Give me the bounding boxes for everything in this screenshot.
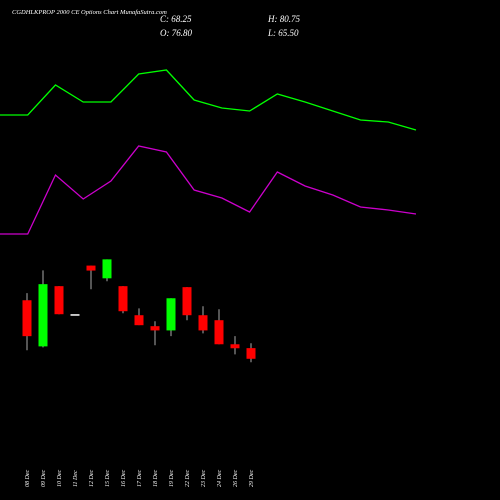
x-tick-label: 09 Dec (41, 470, 47, 487)
candle-body (214, 320, 224, 345)
candle-body (182, 287, 192, 316)
x-tick-label: 19 Dec (169, 470, 175, 487)
candle-body (70, 314, 80, 316)
x-tick-label: 12 Dec (89, 470, 95, 487)
x-tick-label: 11 Dec (73, 470, 79, 487)
candle-body (230, 344, 240, 349)
indicator-line (0, 145, 417, 235)
candle-body (166, 298, 176, 331)
candle-body (54, 286, 64, 315)
x-tick-label: 08 Dec (25, 470, 31, 487)
candle-body (246, 348, 256, 359)
x-tick-label: 10 Dec (57, 470, 63, 487)
candle-body (198, 315, 208, 331)
indicator-line (0, 69, 417, 131)
x-tick-label: 17 Dec (137, 470, 143, 487)
x-tick-label: 16 Dec (121, 470, 127, 487)
x-tick-label: 23 Dec (201, 470, 207, 487)
candle-body (150, 326, 160, 331)
chart-title: CGDHLKPROP 2000 CE Options Chart MunafaS… (12, 9, 167, 16)
close-label: C: 68.25 (160, 14, 192, 24)
low-label: L: 65.50 (267, 28, 299, 38)
candle-body (118, 286, 128, 312)
high-label: H: 80.75 (267, 14, 300, 24)
candle-body (86, 265, 96, 271)
x-tick-label: 15 Dec (105, 470, 111, 487)
candle-body (22, 300, 32, 337)
x-tick-label: 18 Dec (153, 470, 159, 487)
x-tick-label: 29 Dec (249, 470, 255, 487)
x-tick-label: 22 Dec (185, 470, 191, 487)
candle-body (102, 259, 112, 279)
x-tick-label: 24 Dec (216, 470, 223, 487)
candle-body (134, 315, 144, 326)
x-tick-label: 26 Dec (233, 470, 239, 487)
candle-body (38, 284, 48, 347)
open-label: O: 76.80 (160, 28, 192, 38)
